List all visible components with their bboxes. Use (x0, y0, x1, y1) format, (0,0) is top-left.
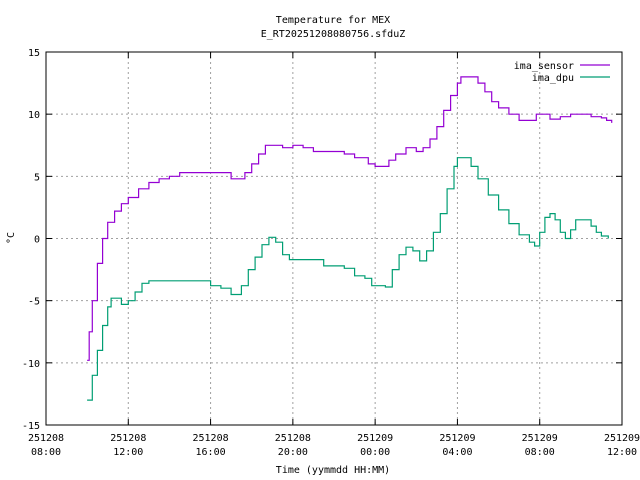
x-axis-label: Time (yymmdd HH:MM) (276, 465, 390, 476)
grid (46, 52, 622, 425)
x-tick-label-time: 20:00 (278, 447, 308, 458)
x-tick-label-date: 251209 (439, 433, 475, 444)
y-tick-label: 15 (28, 48, 40, 59)
y-axis-label: °C (6, 232, 17, 244)
y-axis-ticks: 15 10 5 0 -5 -10 -15 (22, 48, 622, 432)
chart-title: Temperature for MEX (276, 15, 390, 26)
x-tick-label-date: 251209 (604, 433, 640, 444)
series-line-ima_dpu (87, 157, 609, 401)
x-tick-label-date: 251209 (522, 433, 558, 444)
x-tick-label-date: 251208 (28, 433, 64, 444)
x-tick-label-date: 251208 (193, 433, 229, 444)
y-tick-label: -15 (22, 421, 40, 432)
series-lines (87, 76, 613, 401)
legend-label: ima_sensor (514, 61, 574, 72)
x-tick-label-date: 251208 (110, 433, 146, 444)
x-tick-label-time: 08:00 (31, 447, 61, 458)
x-axis-ticks: 251208 08:00 251208 12:00 251208 16:00 251208 2… (28, 52, 640, 458)
y-tick-label: 0 (34, 235, 40, 246)
y-tick-label: 5 (34, 172, 40, 183)
legend-label: ima_dpu (532, 73, 574, 84)
series-line-ima_sensor (87, 76, 613, 361)
x-tick-label-time: 16:00 (196, 447, 226, 458)
x-tick-label-time: 12:00 (607, 447, 637, 458)
x-tick-label-date: 251208 (275, 433, 311, 444)
x-tick-label-time: 12:00 (113, 447, 143, 458)
x-tick-label-time: 00:00 (360, 447, 390, 458)
y-tick-label: -5 (28, 297, 40, 308)
x-tick-label-time: 08:00 (525, 447, 555, 458)
y-tick-label: -10 (22, 359, 40, 370)
chart-subtitle: E_RT20251208080756.sfduZ (261, 29, 406, 40)
x-tick-label-time: 04:00 (442, 447, 472, 458)
y-tick-label: 10 (28, 110, 40, 121)
x-tick-label-date: 251209 (357, 433, 393, 444)
